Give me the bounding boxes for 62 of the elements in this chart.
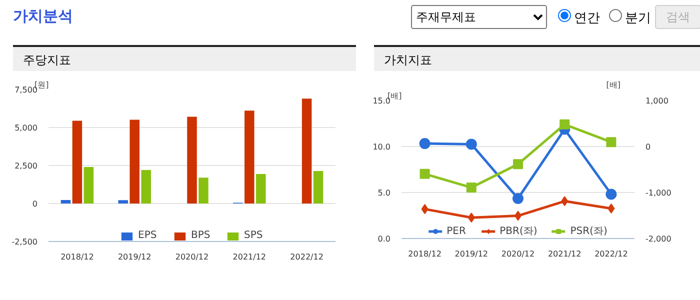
- x-tick-label: 2022/12: [290, 252, 324, 262]
- point: [466, 182, 476, 193]
- y-tick-label: 15.0: [372, 96, 390, 106]
- point: [606, 137, 616, 148]
- text: 분기: [624, 10, 651, 28]
- y2-tick-label: -2,000: [646, 234, 672, 244]
- legend-label: PSR(좌): [570, 225, 608, 238]
- bar: [302, 98, 312, 204]
- chart-title: 주당지표: [13, 45, 356, 71]
- bar: [130, 120, 140, 204]
- legend-label: SPS: [244, 230, 264, 241]
- x-tick-label: 2019/12: [454, 250, 488, 258]
- x-tick-label: 2018/12: [408, 250, 442, 258]
- point: [513, 159, 523, 170]
- y-tick-label: 5,000: [14, 124, 38, 132]
- x-tick-label: 2021/12: [548, 250, 582, 258]
- bar: [72, 120, 82, 204]
- y-tick-label: 5.0: [378, 188, 391, 198]
- bar: [141, 170, 151, 204]
- bar: [118, 200, 128, 204]
- legend-label: PBR(좌): [500, 225, 538, 238]
- point: [560, 119, 570, 130]
- legend-label: BPS: [191, 230, 211, 241]
- y-tick-label: 0.0: [378, 234, 391, 244]
- y2-tick-label: 0: [646, 142, 651, 152]
- y-axis-title: [배]: [388, 92, 402, 100]
- bar: [187, 116, 197, 204]
- legend-label: PER: [446, 226, 467, 236]
- point: [420, 168, 430, 179]
- bar: [60, 200, 71, 204]
- y2-axis-title: [배]: [606, 80, 621, 90]
- point: [561, 196, 568, 206]
- point: [512, 192, 524, 204]
- text: 가치분석: [13, 6, 73, 28]
- x-tick-label: 2020/12: [175, 252, 209, 262]
- x-tick-label: 2018/12: [60, 252, 94, 262]
- chart-title: 가치지표: [374, 45, 700, 71]
- y-tick-label: 2,500: [14, 162, 38, 170]
- legend-label: EPS: [138, 230, 158, 241]
- text: 검색: [655, 5, 700, 29]
- point: [421, 204, 428, 214]
- point: [419, 138, 430, 150]
- y2-tick-label: -1,000: [646, 188, 672, 198]
- bar: [256, 174, 266, 204]
- text: 연간: [573, 10, 600, 28]
- y-tick-label: 10.0: [372, 142, 390, 152]
- text: 주재무제표: [411, 5, 547, 29]
- x-tick-label: 2020/12: [501, 250, 535, 258]
- y2-tick-label: 1,000: [646, 96, 668, 106]
- point: [468, 212, 475, 223]
- point: [606, 188, 617, 200]
- x-tick-label: 2021/12: [232, 252, 266, 262]
- y-tick-label: 0: [32, 200, 38, 208]
- y-tick-label: -2,500: [12, 238, 38, 246]
- point: [608, 204, 615, 214]
- bar: [198, 178, 208, 204]
- bar: [313, 170, 324, 204]
- bar: [84, 167, 94, 204]
- point: [466, 138, 477, 150]
- bar: [244, 110, 254, 204]
- x-tick-label: 2019/12: [118, 252, 152, 262]
- x-tick-label: 2022/12: [594, 250, 628, 258]
